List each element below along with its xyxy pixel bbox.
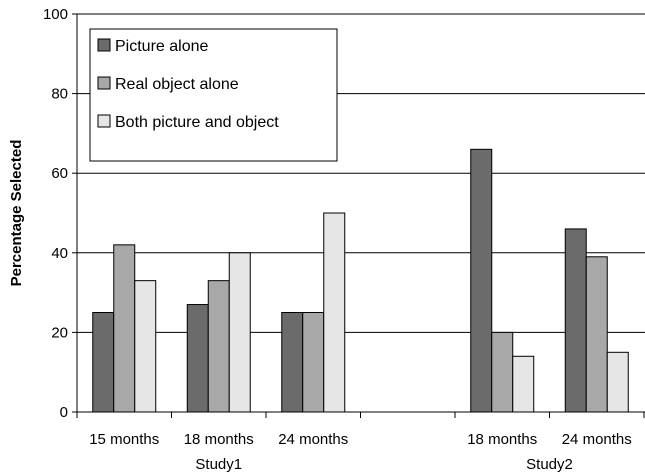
bar	[585, 256, 608, 413]
y-tick-label: 0	[60, 404, 68, 421]
bar	[512, 355, 535, 413]
bar	[92, 312, 115, 413]
legend-label: Real object alone	[115, 76, 239, 93]
legend: Picture alone Real object alone Both pictu…	[89, 28, 338, 162]
x-category-label: 18 months	[467, 431, 537, 448]
y-ticks: 0 20 40 60 80 100	[43, 6, 77, 421]
x-group-label: Study2	[526, 456, 573, 473]
bar	[113, 244, 136, 413]
bars	[92, 148, 629, 413]
bar	[491, 331, 514, 413]
y-tick-label: 40	[51, 245, 68, 262]
bar	[207, 280, 230, 413]
legend-swatch	[97, 76, 111, 90]
legend-swatch	[97, 114, 111, 128]
bar	[134, 280, 157, 413]
y-tick-label: 20	[51, 324, 68, 341]
x-category-label: 24 months	[562, 431, 632, 448]
y-axis-label: Percentage Selected	[8, 140, 25, 287]
legend-box	[89, 28, 338, 162]
bar	[606, 351, 629, 413]
bar	[186, 304, 209, 413]
legend-label: Both picture and object	[115, 114, 279, 131]
y-tick-label: 100	[43, 6, 68, 23]
legend-swatch	[97, 38, 111, 52]
y-tick-label: 80	[51, 86, 68, 103]
bar	[228, 252, 251, 413]
bar	[323, 212, 346, 413]
legend-label: Picture alone	[115, 38, 208, 55]
x-category-label: 15 months	[89, 431, 159, 448]
x-category-label: 24 months	[278, 431, 348, 448]
x-category-label: 18 months	[184, 431, 254, 448]
y-tick-label: 60	[51, 165, 68, 182]
bar	[470, 148, 493, 413]
x-group-label: Study1	[195, 456, 242, 473]
x-category-labels: 15 months 18 months 24 months 18 months 24 m…	[76, 412, 645, 473]
bar	[564, 228, 587, 413]
bar	[281, 312, 304, 413]
bar	[302, 312, 325, 413]
